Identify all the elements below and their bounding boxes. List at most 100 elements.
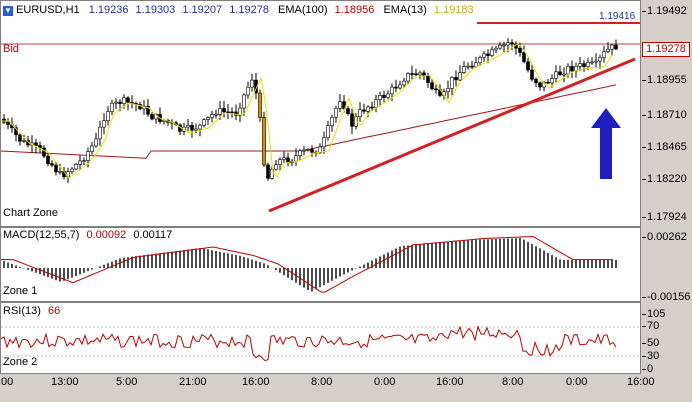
candle-body — [90, 145, 94, 152]
bid-label: Bid — [3, 43, 19, 55]
rsi-line — [1, 325, 617, 362]
candle-body — [430, 82, 434, 90]
ema13-label: EMA(13) — [383, 4, 427, 16]
symbol-label: EURUSD,H1 — [16, 4, 80, 16]
candle-body — [222, 108, 226, 113]
candle-body — [346, 108, 350, 114]
candle-body — [70, 168, 74, 172]
macd-pane[interactable]: MACD(12,55,7) 0.00092 0.00117 Zone 1 — [0, 227, 641, 302]
candle-body — [194, 128, 198, 131]
candle-body — [214, 113, 218, 116]
candle-body — [50, 163, 54, 166]
candle-body — [274, 164, 278, 170]
candle-body — [366, 106, 370, 112]
candle-body — [562, 73, 566, 76]
main-chart-pane[interactable]: ▼ EURUSD,H1 1.19236 1.19303 1.19207 1.19… — [0, 0, 641, 227]
x-tick: 00 — [1, 376, 14, 388]
candle-body — [210, 114, 214, 118]
close-value: 1.19278 — [229, 4, 269, 16]
y-tick: 0 — [641, 363, 654, 375]
low-value: 1.19207 — [182, 4, 223, 16]
candle-body — [334, 108, 338, 118]
x-tick: 0:00 — [374, 376, 396, 388]
candle-body — [78, 160, 82, 165]
candle-body — [390, 86, 394, 95]
candle-body — [490, 49, 494, 56]
candle-body — [310, 149, 314, 153]
candle-body — [14, 127, 18, 136]
rsi-value: 66 — [47, 305, 61, 317]
up-arrow-icon — [591, 108, 621, 179]
candle-body — [258, 92, 262, 118]
candle-body — [106, 111, 110, 121]
candle-body — [98, 126, 102, 140]
candle-body — [186, 125, 190, 128]
price-chart — [1, 22, 640, 213]
candle-body — [370, 106, 374, 109]
rsi-pane[interactable]: RSI(13) 66 Zone 2 — [0, 302, 641, 374]
open-value: 1.19236 — [88, 4, 129, 16]
x-tick: 16:00 — [242, 376, 270, 388]
candle-body — [454, 77, 458, 81]
candle-body — [146, 105, 150, 115]
candle-body — [306, 149, 310, 151]
candle-body — [54, 164, 58, 173]
candle-body — [42, 147, 46, 157]
chart-header: ▼ EURUSD,H1 1.19236 1.19303 1.19207 1.19… — [3, 4, 474, 16]
candle-body — [598, 57, 602, 62]
candle-body — [402, 80, 406, 86]
candle-body — [470, 65, 474, 68]
candle-body — [418, 72, 422, 76]
candle-body — [6, 121, 10, 125]
rsi-chart — [1, 325, 640, 362]
candle-body — [162, 120, 166, 123]
y-tick: 70 — [641, 320, 660, 332]
x-tick: 8:00 — [502, 376, 524, 388]
x-tick: 21:00 — [179, 376, 207, 388]
candle-body — [610, 44, 614, 50]
macd-chart — [1, 235, 617, 293]
macd-signal-value: 0.00117 — [133, 229, 173, 241]
x-tick: 8:00 — [311, 376, 333, 388]
chart-zone-label: Chart Zone — [3, 207, 59, 219]
x-tick: 16:00 — [436, 376, 464, 388]
ema100-value: 1.18956 — [334, 4, 375, 16]
ema13-line — [1, 43, 614, 179]
candle-body — [410, 73, 414, 75]
ema100-label: EMA(100) — [278, 4, 328, 16]
candle-body — [494, 47, 498, 51]
candle-body — [94, 138, 98, 147]
candle-body — [354, 116, 358, 127]
candle-body — [486, 53, 490, 56]
y-tick: 1.18465 — [642, 141, 687, 153]
candle-body — [578, 63, 582, 67]
candle-body — [462, 66, 466, 73]
candle-body — [46, 155, 50, 164]
candle-body — [362, 109, 366, 112]
candle-body — [506, 42, 510, 46]
candle-body — [122, 97, 126, 104]
candle-body — [282, 157, 286, 160]
candle-body — [434, 88, 438, 91]
ema13-value: 1.19183 — [433, 4, 474, 16]
candle-body — [126, 97, 130, 103]
candle-body — [118, 101, 122, 104]
top-line-label: 1.19416 — [599, 11, 636, 22]
candle-body — [398, 84, 402, 89]
candle-body — [466, 65, 470, 68]
candle-body — [426, 75, 430, 84]
candle-body — [546, 81, 550, 84]
candle-body — [74, 164, 78, 170]
candle-body — [358, 109, 362, 118]
x-tick: 13:00 — [51, 376, 79, 388]
macd-value: 0.00092 — [86, 229, 127, 241]
candle-body — [450, 77, 454, 89]
candle-body — [278, 159, 282, 166]
candle-body — [554, 71, 558, 79]
candle-body — [534, 78, 538, 84]
candle-body — [322, 137, 326, 148]
macd-label: MACD(12,55,7) — [3, 229, 80, 241]
current-price-box: 1.19278 — [642, 42, 690, 57]
y-tick: 105 — [641, 308, 666, 320]
y-tick: 1.18710 — [642, 109, 687, 121]
